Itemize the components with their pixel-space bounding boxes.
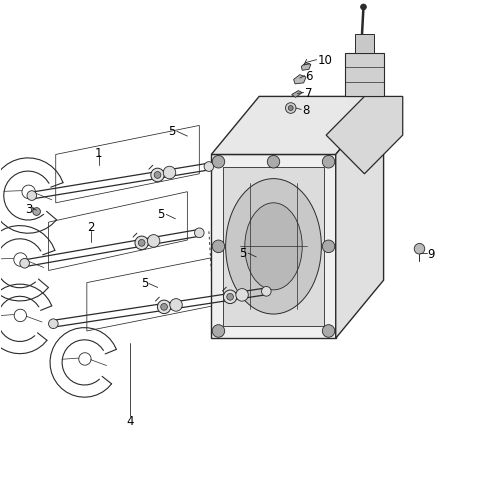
Text: 5: 5 <box>240 246 247 259</box>
Circle shape <box>161 304 168 311</box>
Circle shape <box>204 162 214 172</box>
Polygon shape <box>294 76 306 85</box>
Circle shape <box>147 235 160 248</box>
Circle shape <box>48 319 58 329</box>
Text: 5: 5 <box>168 124 175 137</box>
Circle shape <box>33 208 40 216</box>
Circle shape <box>27 191 36 201</box>
Circle shape <box>194 228 204 238</box>
Text: 10: 10 <box>318 54 333 67</box>
Text: 2: 2 <box>87 221 95 234</box>
Circle shape <box>212 325 225 337</box>
Circle shape <box>227 294 233 301</box>
Polygon shape <box>336 97 384 338</box>
Polygon shape <box>292 91 302 98</box>
Circle shape <box>323 241 335 253</box>
Circle shape <box>157 301 171 314</box>
Text: 5: 5 <box>141 276 148 289</box>
Polygon shape <box>211 97 384 155</box>
Circle shape <box>236 289 248 302</box>
Circle shape <box>323 156 335 168</box>
Polygon shape <box>223 167 324 326</box>
Text: 6: 6 <box>306 70 313 83</box>
Ellipse shape <box>245 203 302 290</box>
Polygon shape <box>326 97 403 174</box>
Text: 4: 4 <box>126 414 133 427</box>
Text: 1: 1 <box>95 146 103 159</box>
Polygon shape <box>355 34 374 54</box>
Text: 5: 5 <box>157 208 165 221</box>
Text: 8: 8 <box>302 104 310 117</box>
Circle shape <box>151 169 164 182</box>
Text: 3: 3 <box>25 203 32 216</box>
Ellipse shape <box>226 179 322 315</box>
Circle shape <box>20 259 29 269</box>
Text: 7: 7 <box>305 87 312 100</box>
Circle shape <box>414 244 425 255</box>
Polygon shape <box>211 155 336 338</box>
Circle shape <box>223 290 237 304</box>
Polygon shape <box>301 63 311 71</box>
Circle shape <box>323 325 335 337</box>
Circle shape <box>212 156 225 168</box>
Circle shape <box>138 240 145 247</box>
Text: 9: 9 <box>428 247 435 260</box>
Circle shape <box>135 237 148 250</box>
Circle shape <box>212 241 225 253</box>
Circle shape <box>163 167 176 180</box>
Polygon shape <box>345 54 384 97</box>
Circle shape <box>288 106 293 111</box>
Circle shape <box>267 156 280 168</box>
Circle shape <box>262 287 271 297</box>
Circle shape <box>286 104 296 114</box>
Circle shape <box>154 172 161 179</box>
Circle shape <box>170 299 182 312</box>
Circle shape <box>360 5 366 11</box>
